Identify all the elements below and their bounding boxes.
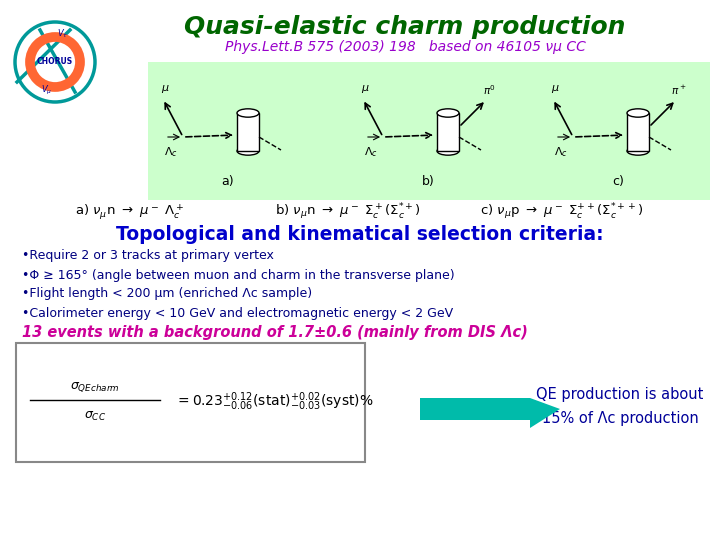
Text: $\mu$: $\mu$ <box>161 83 169 95</box>
Text: •Calorimeter energy < 10 GeV and electromagnetic energy < 2 GeV: •Calorimeter energy < 10 GeV and electro… <box>22 307 453 321</box>
FancyBboxPatch shape <box>420 398 530 420</box>
Text: $\sigma_{CC}$: $\sigma_{CC}$ <box>84 409 106 422</box>
Text: $\Lambda_c$: $\Lambda_c$ <box>554 145 568 159</box>
FancyBboxPatch shape <box>237 113 259 151</box>
Text: $V_\tau$: $V_\tau$ <box>58 28 68 40</box>
Text: c): c) <box>612 176 624 188</box>
FancyBboxPatch shape <box>437 113 459 151</box>
Text: $\mu$: $\mu$ <box>361 83 369 95</box>
Text: b) $\nu_\mu$n $\to$ $\mu^-$ $\Sigma_c^+$($\Sigma_c^{*+}$): b) $\nu_\mu$n $\to$ $\mu^-$ $\Sigma_c^+$… <box>275 202 420 222</box>
Text: b): b) <box>422 176 434 188</box>
FancyBboxPatch shape <box>16 343 365 462</box>
Text: c) $\nu_\mu$p $\to$ $\mu^-$ $\Sigma_c^{++}$($\Sigma_c^{*++}$): c) $\nu_\mu$p $\to$ $\mu^-$ $\Sigma_c^{+… <box>480 202 644 222</box>
Text: $V_\mu$: $V_\mu$ <box>41 84 53 97</box>
Text: QE production is about: QE production is about <box>536 388 703 402</box>
Text: $\Lambda_c$: $\Lambda_c$ <box>164 145 178 159</box>
Ellipse shape <box>237 147 259 155</box>
Text: a): a) <box>222 176 234 188</box>
FancyBboxPatch shape <box>148 62 710 200</box>
Text: $\pi^0$: $\pi^0$ <box>482 83 495 97</box>
Text: •Require 2 or 3 tracks at primary vertex: •Require 2 or 3 tracks at primary vertex <box>22 248 274 261</box>
Text: Phys.Lett.B 575 (2003) 198   based on 46105 νμ CC: Phys.Lett.B 575 (2003) 198 based on 4610… <box>225 40 585 54</box>
Polygon shape <box>530 398 560 428</box>
Text: Quasi-elastic charm production: Quasi-elastic charm production <box>184 15 626 39</box>
Text: •Flight length < 200 μm (enriched Λc sample): •Flight length < 200 μm (enriched Λc sam… <box>22 287 312 300</box>
Text: CHORUS: CHORUS <box>37 57 73 66</box>
Ellipse shape <box>437 147 459 155</box>
FancyBboxPatch shape <box>627 113 649 151</box>
Text: $\mu$: $\mu$ <box>551 83 559 95</box>
Text: $\Lambda_c$: $\Lambda_c$ <box>364 145 378 159</box>
Ellipse shape <box>237 109 259 117</box>
Text: $\sigma_{QEcharm}$: $\sigma_{QEcharm}$ <box>71 380 120 394</box>
Text: $\pi^+$: $\pi^+$ <box>671 84 687 97</box>
Ellipse shape <box>627 147 649 155</box>
Text: $= 0.23^{+0.12}_{-0.06}(\mathrm{stat})^{+0.02}_{-0.03}(\mathrm{syst})\%$: $= 0.23^{+0.12}_{-0.06}(\mathrm{stat})^{… <box>175 391 374 413</box>
Text: 13 events with a background of 1.7±0.6 (mainly from DIS Λc): 13 events with a background of 1.7±0.6 (… <box>22 326 528 341</box>
Text: 15% of Λc production: 15% of Λc production <box>541 410 698 426</box>
Text: Topological and kinematical selection criteria:: Topological and kinematical selection cr… <box>116 225 604 244</box>
Ellipse shape <box>437 109 459 117</box>
Ellipse shape <box>627 109 649 117</box>
Text: a) $\nu_\mu$n $\to$ $\mu^-$ $\Lambda_c^+$: a) $\nu_\mu$n $\to$ $\mu^-$ $\Lambda_c^+… <box>75 202 184 221</box>
Text: •Φ ≥ 165° (angle between muon and charm in the transverse plane): •Φ ≥ 165° (angle between muon and charm … <box>22 268 454 281</box>
